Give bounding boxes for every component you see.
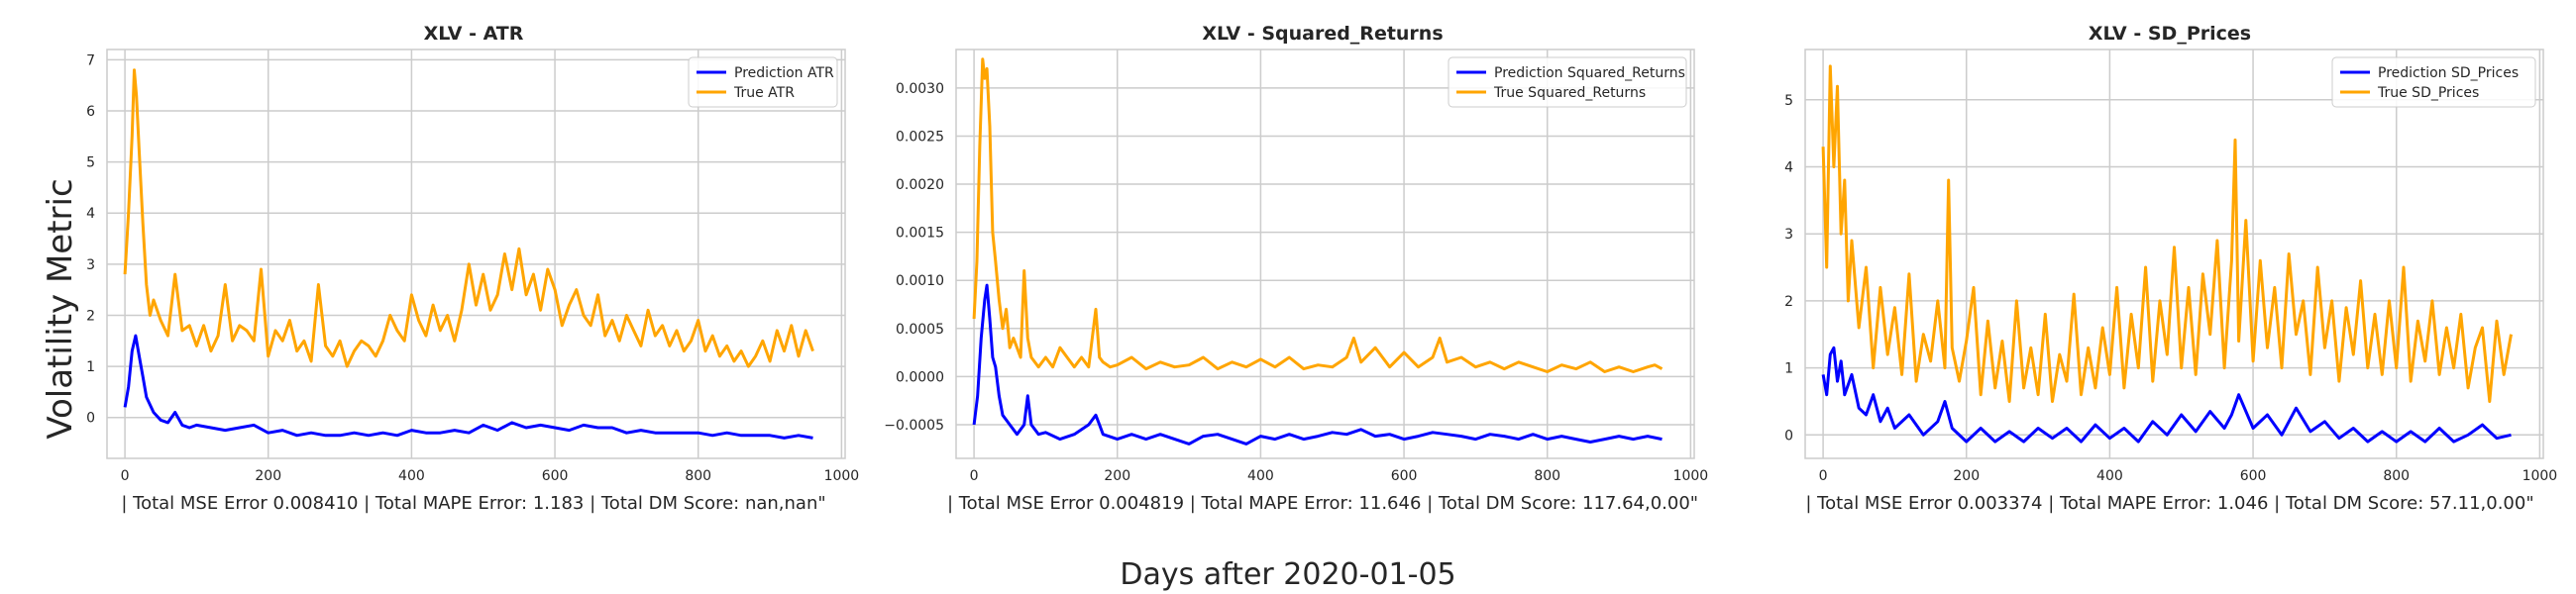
y-tick-label: 1: [86, 359, 95, 375]
y-tick-label: 0.0000: [896, 369, 944, 385]
x-tick-label: 800: [2383, 468, 2410, 484]
legend-label: True ATR: [733, 85, 795, 101]
panel-xlabel: | Total MSE Error 0.003374 | Total MAPE …: [1805, 493, 2533, 514]
prediction-series-line: [123, 334, 813, 440]
legend-label: True Squared_Returns: [1493, 85, 1646, 101]
panel-title: XLV - SD_Prices: [2089, 23, 2251, 45]
y-tick-label: 6: [86, 104, 95, 120]
prediction-series-line: [1821, 346, 2512, 444]
panel-title: XLV - Squared_Returns: [1202, 23, 1443, 45]
y-tick-label: 4: [86, 206, 95, 222]
legend: [2331, 56, 2536, 108]
plot-area: [955, 49, 1695, 459]
panel-squared-returns: XLV - Squared_Returns | Total MSE Error …: [884, 23, 1708, 514]
y-tick-label: 0.0005: [896, 322, 944, 338]
panel-atr: XLV - ATR | Total MSE Error 0.008410 | T…: [86, 23, 859, 514]
y-tick-label: 2: [1784, 294, 1793, 310]
plot-area: [106, 49, 846, 459]
y-tick-label: −0.0005: [884, 418, 944, 434]
x-tick-label: 1000: [2522, 468, 2558, 484]
y-tick-label: 7: [86, 52, 95, 68]
prediction-series-line: [972, 283, 1663, 446]
x-tick-label: 1000: [1673, 468, 1709, 484]
legend: [1448, 56, 1687, 108]
legend-label: True SD_Prices: [2377, 85, 2479, 101]
x-tick-label: 0: [121, 468, 130, 484]
y-tick-label: 3: [1784, 227, 1793, 243]
x-tick-label: 400: [1247, 468, 1274, 484]
x-tick-label: 600: [1391, 468, 1418, 484]
legend-label: Prediction ATR: [734, 65, 834, 81]
y-tick-label: 5: [1784, 93, 1793, 109]
y-tick-label: 0.0020: [896, 177, 944, 193]
panel-xlabel: | Total MSE Error 0.004819 | Total MAPE …: [947, 493, 1698, 514]
y-tick-label: 0.0015: [896, 226, 944, 242]
x-tick-label: 800: [1534, 468, 1560, 484]
y-tick-label: 3: [86, 257, 95, 273]
panel-sd-prices: XLV - SD_Prices | Total MSE Error 0.0033…: [1784, 23, 2557, 514]
y-tick-label: 0.0030: [896, 81, 944, 97]
y-tick-label: 4: [1784, 159, 1793, 175]
x-tick-label: 200: [1104, 468, 1130, 484]
y-tick-label: 0: [1784, 428, 1793, 444]
x-tick-label: 800: [685, 468, 711, 484]
panel-title: XLV - ATR: [424, 23, 524, 45]
true-series-line: [123, 68, 814, 368]
x-tick-label: 200: [255, 468, 281, 484]
x-tick-label: 200: [1953, 468, 1980, 484]
y-tick-label: 0: [86, 411, 95, 427]
x-tick-label: 600: [2240, 468, 2267, 484]
x-tick-label: 1000: [824, 468, 860, 484]
true-series-line: [1821, 64, 2513, 403]
y-tick-label: 5: [86, 155, 95, 171]
y-tick-label: 0.0025: [896, 129, 944, 145]
true-series-line: [972, 57, 1664, 373]
x-tick-label: 400: [2096, 468, 2123, 484]
x-tick-label: 600: [542, 468, 569, 484]
legend-label: Prediction Squared_Returns: [1494, 65, 1685, 81]
y-tick-label: 1: [1784, 361, 1793, 377]
legend: [688, 56, 838, 108]
y-tick-label: 0.0010: [896, 273, 944, 289]
figure-ylabel: Volatility Metric: [41, 178, 80, 439]
legend-label: Prediction SD_Prices: [2378, 65, 2519, 81]
x-tick-label: 0: [1819, 468, 1828, 484]
y-tick-label: 2: [86, 308, 95, 324]
x-tick-label: 400: [398, 468, 425, 484]
x-tick-label: 0: [970, 468, 979, 484]
figure-xlabel: Days after 2020-01-05: [1120, 557, 1455, 592]
panel-xlabel: | Total MSE Error 0.008410 | Total MAPE …: [121, 493, 825, 514]
